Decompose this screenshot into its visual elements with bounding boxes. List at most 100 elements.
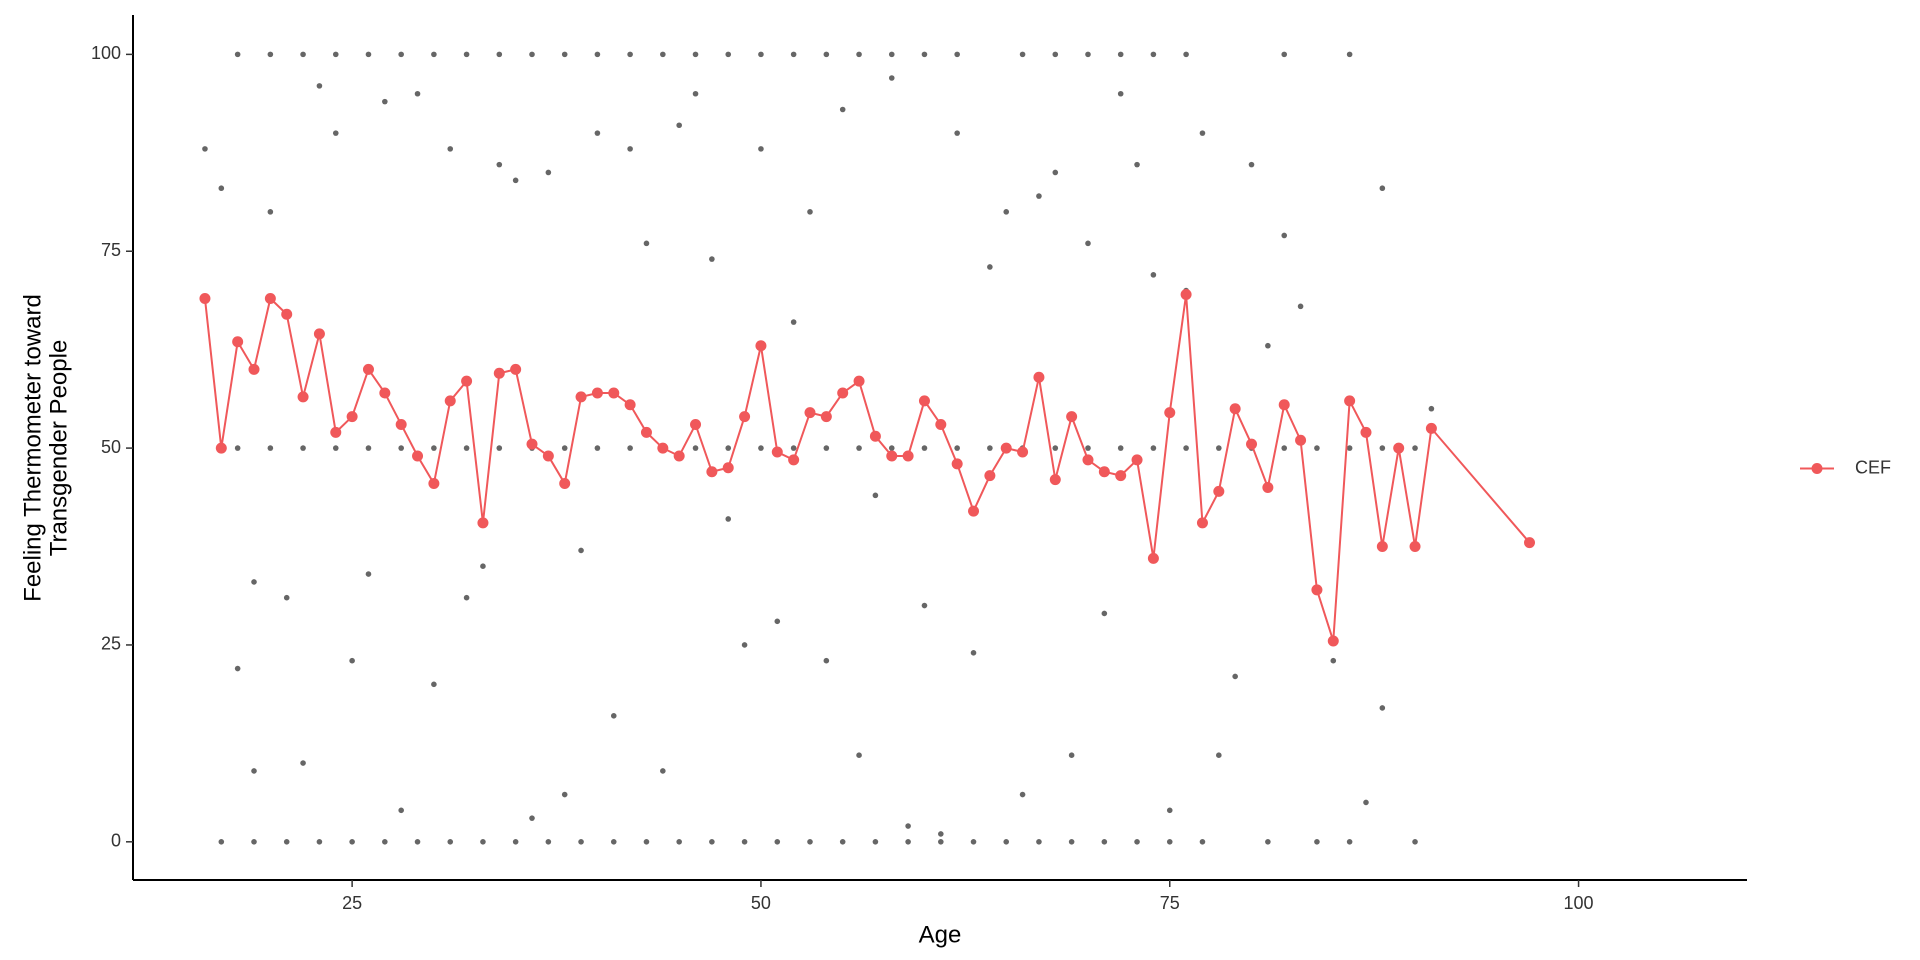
scatter-point <box>431 445 437 451</box>
scatter-point <box>1085 445 1091 451</box>
line-point <box>1425 422 1437 434</box>
line-point <box>918 395 930 407</box>
line-point <box>313 328 325 340</box>
x-axis-title: Age <box>919 921 962 948</box>
scatter-point <box>332 130 339 136</box>
scatter-point <box>447 146 454 152</box>
scatter-point <box>921 51 928 58</box>
scatter-point <box>1216 752 1222 758</box>
scatter-point <box>921 602 928 609</box>
line-point <box>984 470 996 482</box>
scatter-point <box>741 839 748 845</box>
scatter-point <box>234 445 241 451</box>
line-point <box>804 407 816 419</box>
line-point <box>657 442 669 454</box>
scatter-point <box>643 839 650 845</box>
line-point <box>526 438 538 450</box>
scatter-point <box>283 594 290 601</box>
scatter-point <box>1346 839 1353 845</box>
line-point <box>640 426 652 438</box>
scatter-point <box>987 264 993 270</box>
line-point <box>575 391 587 403</box>
scatter-point <box>251 839 257 845</box>
line-point <box>346 411 358 423</box>
line-point <box>199 292 211 304</box>
line-point <box>264 292 276 304</box>
scatter-point <box>888 75 895 81</box>
y-tick-label: 25 <box>101 634 121 654</box>
scatter-point <box>823 445 830 451</box>
scatter-point <box>888 51 895 58</box>
line-point <box>281 308 293 320</box>
scatter-point <box>725 445 732 451</box>
scatter-point <box>1085 240 1091 247</box>
line-point <box>1066 411 1078 423</box>
scatter-point <box>1036 193 1042 199</box>
scatter-point <box>578 547 584 554</box>
line-point <box>1131 454 1143 466</box>
scatter-point <box>610 713 617 719</box>
scatter-point <box>758 51 764 58</box>
scatter-point <box>954 445 960 451</box>
scatter-point <box>839 106 846 113</box>
scatter-point <box>1183 445 1189 451</box>
line-point <box>1180 289 1192 301</box>
scatter-point <box>529 51 535 58</box>
line-point <box>837 387 849 399</box>
line-point <box>935 418 947 430</box>
line-point <box>968 505 980 517</box>
line-point <box>362 363 374 375</box>
line-point <box>1524 537 1536 549</box>
scatter-point <box>1232 673 1238 680</box>
line-point <box>951 458 963 470</box>
scatter-point <box>398 445 404 451</box>
scatter-point <box>872 839 879 845</box>
scatter-point <box>1314 445 1320 451</box>
scatter-point <box>692 445 699 451</box>
line-point <box>330 426 342 438</box>
line-point <box>428 478 440 490</box>
scatter-point <box>938 839 944 845</box>
series-line <box>203 294 1531 642</box>
line-point <box>215 442 227 454</box>
scatter-point <box>741 642 748 648</box>
y-tick-label: 0 <box>111 831 121 851</box>
scatter-point <box>643 240 650 247</box>
scatter-point <box>545 169 552 176</box>
scatter-point <box>627 445 633 451</box>
line-point <box>1295 434 1307 446</box>
line-point <box>820 411 832 423</box>
scatter-point <box>218 839 225 845</box>
scatter-point <box>561 791 568 798</box>
scatter-point <box>627 146 633 152</box>
scatter-point <box>790 445 797 451</box>
scatter-point <box>1003 209 1010 215</box>
scatter-point <box>660 768 666 774</box>
line-point <box>755 340 767 352</box>
scatter-point <box>1412 445 1418 451</box>
line-point <box>886 450 898 462</box>
scatter-point <box>1019 51 1026 58</box>
scatter-point <box>1068 752 1075 758</box>
line-point <box>673 450 685 462</box>
scatter-point <box>512 839 519 845</box>
line-point <box>608 387 620 399</box>
scatter-point <box>1281 232 1288 239</box>
scatter-point <box>1052 51 1059 58</box>
scatter-point <box>1281 445 1288 451</box>
scatter-point <box>774 839 781 845</box>
y-axis-title: Feeling Thermometer toward <box>19 294 46 602</box>
scatter-point <box>512 177 519 184</box>
scatter-point <box>1166 807 1173 814</box>
line-point <box>853 375 865 387</box>
scatter-point <box>267 445 274 451</box>
scatter-point <box>496 161 503 168</box>
scatter-point <box>839 839 846 845</box>
scatter-point <box>1297 303 1304 310</box>
line-point <box>510 363 522 375</box>
scatter-point <box>463 445 470 451</box>
scatter-point <box>610 839 617 845</box>
line-point <box>1115 470 1127 482</box>
scatter-point <box>954 130 960 136</box>
line-point <box>248 363 260 375</box>
